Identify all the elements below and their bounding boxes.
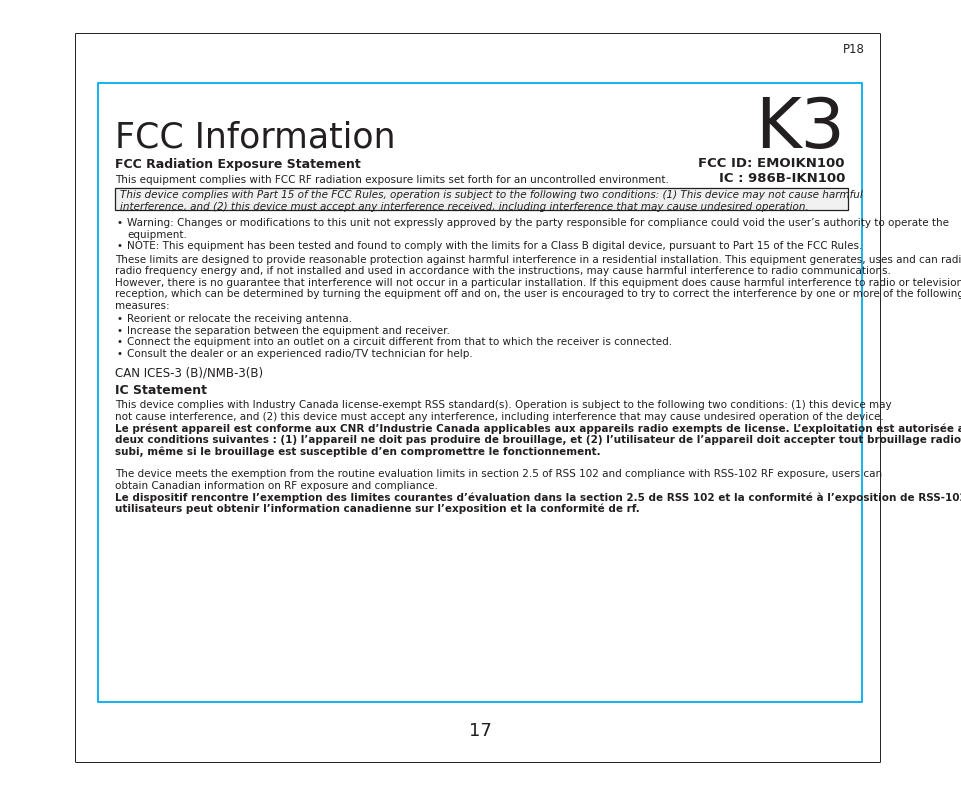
Text: measures:: measures: xyxy=(115,301,170,311)
Text: deux conditions suivantes : (1) l’appareil ne doit pas produire de brouillage, e: deux conditions suivantes : (1) l’appare… xyxy=(115,435,961,445)
Text: NOTE: This equipment has been tested and found to comply with the limits for a C: NOTE: This equipment has been tested and… xyxy=(127,241,862,251)
Text: The device meets the exemption from the routine evaluation limits in section 2.5: The device meets the exemption from the … xyxy=(115,469,882,479)
Text: not cause interference, and (2) this device must accept any interference, includ: not cause interference, and (2) this dev… xyxy=(115,412,884,422)
Text: Increase the separation between the equipment and receiver.: Increase the separation between the equi… xyxy=(127,326,450,335)
Text: •: • xyxy=(117,337,123,347)
Text: obtain Canadian information on RF exposure and compliance.: obtain Canadian information on RF exposu… xyxy=(115,481,438,491)
Text: subi, même si le brouillage est susceptible d’en compromettre le fonctionnement.: subi, même si le brouillage est suscepti… xyxy=(115,446,601,457)
Text: Warning: Changes or modifications to this unit not expressly approved by the par: Warning: Changes or modifications to thi… xyxy=(127,218,949,228)
Text: Le présent appareil est conforme aux CNR d’Industrie Canada applicables aux appa: Le présent appareil est conforme aux CNR… xyxy=(115,423,961,434)
Text: FCC ID: EMOIKN100: FCC ID: EMOIKN100 xyxy=(699,157,845,170)
Text: FCC Information: FCC Information xyxy=(115,120,396,154)
Text: •: • xyxy=(117,241,123,251)
Text: equipment.: equipment. xyxy=(127,230,186,239)
Text: IC : 986B-IKN100: IC : 986B-IKN100 xyxy=(719,172,845,185)
Text: radio frequency energy and, if not installed and used in accordance with the ins: radio frequency energy and, if not insta… xyxy=(115,266,891,277)
Text: IC Statement: IC Statement xyxy=(115,384,207,398)
Text: This device complies with Part 15 of the FCC Rules, operation is subject to the : This device complies with Part 15 of the… xyxy=(120,190,863,200)
Text: This equipment complies with FCC RF radiation exposure limits set forth for an u: This equipment complies with FCC RF radi… xyxy=(115,175,669,185)
Text: 17: 17 xyxy=(469,722,491,740)
Text: utilisateurs peut obtenir l’information canadienne sur l’exposition et la confor: utilisateurs peut obtenir l’information … xyxy=(115,504,640,514)
Bar xyxy=(115,188,848,210)
Text: These limits are designed to provide reasonable protection against harmful inter: These limits are designed to provide rea… xyxy=(115,255,961,265)
Text: Le dispositif rencontre l’exemption des limites courantes d’évaluation dans la s: Le dispositif rencontre l’exemption des … xyxy=(115,492,961,502)
Text: P18: P18 xyxy=(843,43,865,56)
Text: K3: K3 xyxy=(755,95,845,162)
Text: reception, which can be determined by turning the equipment off and on, the user: reception, which can be determined by tu… xyxy=(115,289,961,299)
Text: This device complies with Industry Canada license-exempt RSS standard(s). Operat: This device complies with Industry Canad… xyxy=(115,401,892,410)
Bar xyxy=(98,83,862,702)
Text: interference, and (2) this device must accept any interference received, includi: interference, and (2) this device must a… xyxy=(120,201,809,211)
Text: CAN ICES-3 (B)/NMB-3(B): CAN ICES-3 (B)/NMB-3(B) xyxy=(115,366,263,379)
Text: FCC Radiation Exposure Statement: FCC Radiation Exposure Statement xyxy=(115,158,360,171)
Text: However, there is no guarantee that interference will not occur in a particular : However, there is no guarantee that inte… xyxy=(115,277,961,288)
Text: Consult the dealer or an experienced radio/TV technician for help.: Consult the dealer or an experienced rad… xyxy=(127,349,473,359)
Text: •: • xyxy=(117,314,123,324)
Text: •: • xyxy=(117,326,123,335)
Text: •: • xyxy=(117,218,123,228)
Text: Reorient or relocate the receiving antenna.: Reorient or relocate the receiving anten… xyxy=(127,314,352,324)
Text: Connect the equipment into an outlet on a circuit different from that to which t: Connect the equipment into an outlet on … xyxy=(127,337,672,347)
Text: •: • xyxy=(117,349,123,359)
